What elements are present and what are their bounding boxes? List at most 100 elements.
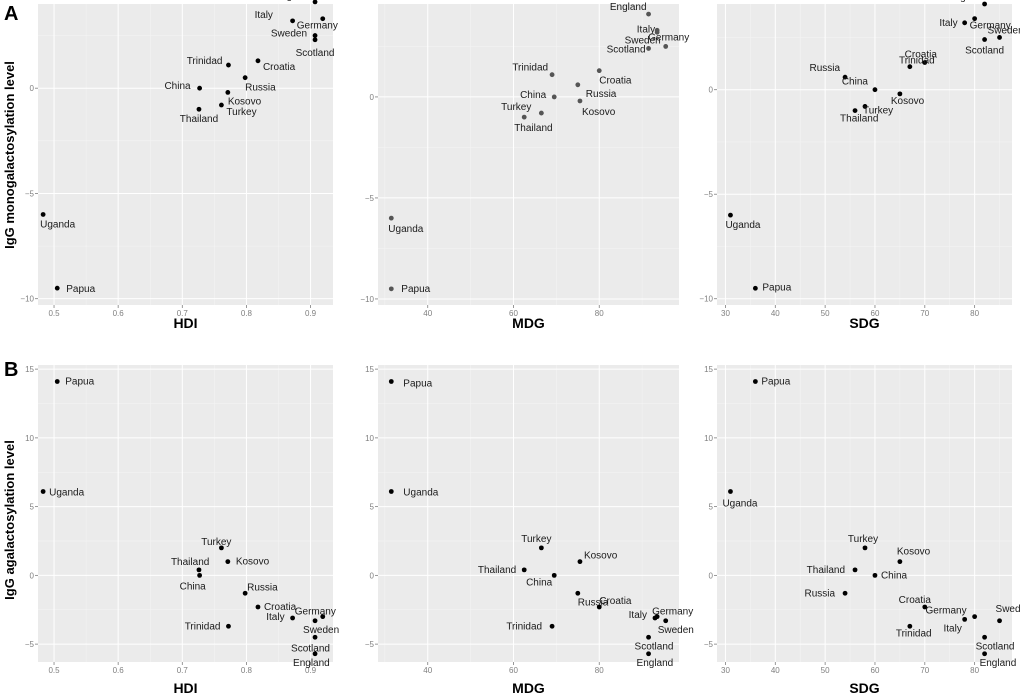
point-label-england: England: [293, 658, 330, 669]
point-label-china: China: [164, 81, 191, 92]
point-label-russia: Russia: [804, 588, 835, 599]
y-tick-label: 0: [30, 571, 35, 580]
y-axis-label-row-b: IgG agalactosylation level: [2, 440, 17, 600]
point-label-trinidad: Trinidad: [896, 628, 932, 639]
point-label-russia: Russia: [586, 89, 617, 100]
point-england: [982, 651, 987, 657]
point-papua: [388, 286, 394, 292]
point-croatia: [596, 604, 602, 610]
point-turkey: [538, 110, 544, 116]
point-kosovo: [225, 559, 231, 565]
point-label-germany: Germany: [652, 607, 693, 618]
x-tick-label: 0.7: [177, 666, 189, 675]
point-label-uganda: Uganda: [388, 224, 423, 235]
x-tick-label: 60: [871, 666, 880, 675]
y-tick-label: −5: [365, 194, 375, 203]
point-label-italy: Italy: [637, 24, 655, 35]
panel-a-sdg: 30 40 50 60 70 80 −10 −5 0 SDG England Germany Italy…: [699, 0, 1020, 331]
point-label-papua: Papua: [401, 284, 430, 295]
point-turkey: [538, 545, 544, 551]
x-tick-label: 30: [721, 309, 730, 318]
point-uganda: [728, 489, 733, 494]
point-china: [872, 572, 878, 578]
point-germany: [320, 16, 326, 22]
point-china: [551, 572, 557, 578]
point-label-russia: Russia: [809, 63, 840, 74]
point-label-germany: Germany: [926, 606, 967, 617]
point-label-sweden: Sweden: [271, 29, 307, 40]
point-label-scotland: Scotland: [976, 641, 1015, 652]
point-thailand: [852, 567, 858, 573]
point-uganda: [388, 215, 394, 221]
point-trinidad: [226, 62, 231, 68]
point-label-germany: Germany: [648, 32, 689, 43]
point-label-sweden: Sweden: [303, 625, 339, 636]
point-label-russia: Russia: [578, 597, 609, 608]
point-sweden: [663, 44, 669, 49]
point-label-china: China: [180, 581, 207, 592]
point-papua: [752, 285, 758, 291]
x-tick-label: 40: [423, 666, 432, 675]
point-scotland: [312, 634, 318, 640]
point-sweden: [663, 618, 669, 624]
point-label-uganda: Uganda: [49, 488, 84, 499]
y-tick-label: 10: [704, 434, 713, 443]
point-china: [197, 572, 203, 578]
point-china: [197, 85, 203, 91]
y-tick-label: 15: [704, 365, 713, 374]
point-label-trinidad: Trinidad: [185, 621, 221, 632]
point-uganda: [388, 489, 394, 494]
point-russia: [575, 590, 581, 596]
point-kosovo: [225, 90, 231, 95]
point-turkey: [219, 102, 224, 108]
point-label-england: England: [637, 658, 674, 669]
point-sweden: [312, 618, 318, 624]
point-russia: [242, 590, 248, 596]
point-label-china: China: [842, 77, 869, 88]
point-label-kosovo: Kosovo: [891, 96, 925, 107]
point-germany: [320, 614, 326, 620]
x-tick-label: 60: [509, 309, 518, 318]
x-axis-label: HDI: [173, 315, 197, 331]
x-tick-label: 30: [721, 666, 730, 675]
point-thailand: [521, 567, 527, 573]
point-china: [551, 94, 557, 100]
point-papua: [54, 379, 60, 384]
x-tick-label: 40: [771, 309, 780, 318]
point-germany: [972, 614, 978, 620]
point-scotland: [982, 634, 987, 640]
point-label-papua: Papua: [403, 379, 432, 390]
plot-background: [717, 365, 1012, 662]
point-label-uganda: Uganda: [722, 499, 757, 510]
point-england: [982, 1, 987, 7]
point-russia: [842, 590, 848, 596]
point-uganda: [40, 489, 46, 494]
point-scotland: [646, 634, 651, 640]
point-england: [312, 0, 318, 5]
x-axis-label: MDG: [512, 680, 545, 696]
panel-a-hdi: 0.5 0.6 0.7 0.8 0.9 −10 −5 0 HDI England Germany It…: [20, 0, 338, 331]
y-tick-label: −5: [25, 640, 35, 649]
point-label-england: England: [948, 0, 985, 3]
point-scotland: [982, 37, 987, 42]
y-tick-label: −5: [704, 190, 714, 199]
point-italy: [962, 20, 968, 26]
point-label-uganda: Uganda: [725, 220, 760, 231]
point-label-sweden: Sweden: [658, 625, 694, 636]
point-label-scotland: Scotland: [291, 643, 330, 654]
point-papua: [752, 379, 758, 384]
point-croatia: [922, 604, 928, 610]
x-axis-label: SDG: [849, 315, 879, 331]
point-label-papua: Papua: [762, 282, 791, 293]
point-label-scotland: Scotland: [607, 44, 646, 55]
point-papua: [54, 285, 60, 291]
point-italy: [290, 18, 295, 24]
point-uganda: [728, 212, 733, 218]
x-tick-label: 0.8: [241, 309, 253, 318]
y-tick-label: −5: [365, 640, 375, 649]
point-label-italy: Italy: [939, 18, 957, 29]
point-croatia: [596, 68, 602, 74]
x-tick-label: 0.5: [48, 309, 60, 318]
point-label-thailand: Thailand: [478, 565, 516, 576]
point-italy: [290, 615, 295, 621]
